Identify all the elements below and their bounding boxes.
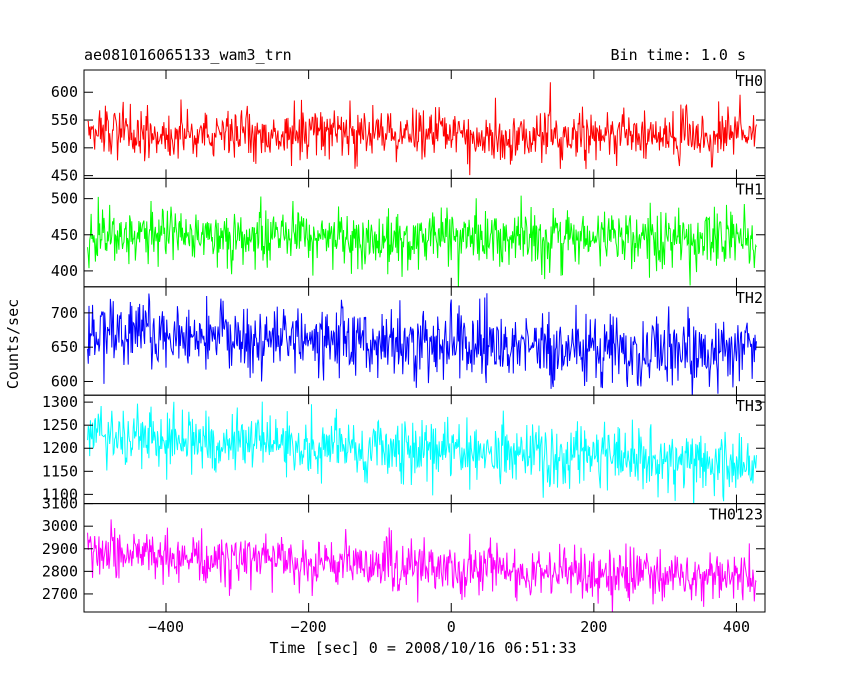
y-tick-label: 450	[51, 226, 78, 244]
x-axis-label: Time [sec] 0 = 2008/10/16 06:51:33	[269, 639, 576, 657]
y-tick-label: 650	[51, 338, 78, 356]
y-tick-label: 3000	[42, 517, 78, 535]
bin-time-label: Bin time: 1.0 s	[611, 46, 746, 64]
y-tick-label: 1250	[42, 416, 78, 434]
panel-frame-th0	[83, 69, 766, 179]
y-tick-label: 2900	[42, 540, 78, 558]
y-tick-label: 450	[51, 167, 78, 185]
series-line-th0	[87, 82, 757, 176]
y-tick-label: 500	[51, 190, 78, 208]
y-axis-label: Counts/sec	[4, 299, 22, 389]
x-tick-label: 400	[723, 618, 750, 636]
y-tick-label: 700	[51, 304, 78, 322]
y-tick-label: 1300	[42, 393, 78, 411]
panel-frame-th0123	[83, 503, 766, 613]
x-tick-label: 0	[447, 618, 456, 636]
panel-label-th1: TH1	[736, 180, 763, 198]
y-tick-label: 600	[51, 372, 78, 390]
panels-group: 450 500 550 600 TH0 400 450 500 TH1 600 650 700 TH2 1…	[42, 69, 766, 636]
y-tick-label: 2800	[42, 562, 78, 580]
y-tick-label: 600	[51, 83, 78, 101]
y-tick-label: 2700	[42, 585, 78, 603]
x-tick-label: −400	[148, 618, 184, 636]
y-tick-label: 1100	[42, 485, 78, 503]
chart-title: ae081016065133_wam3_trn	[84, 46, 292, 64]
y-tick-label: 1150	[42, 462, 78, 480]
panel-label-th3: TH3	[736, 397, 763, 415]
y-tick-label: 1200	[42, 439, 78, 457]
series-line-th2	[87, 293, 757, 396]
series-line-th0123	[87, 519, 757, 613]
panel-label-th2: TH2	[736, 289, 763, 307]
x-tick-label: 200	[580, 618, 607, 636]
series-line-th3	[87, 401, 757, 504]
y-tick-label: 400	[51, 262, 78, 280]
panel-label-th0: TH0	[736, 72, 763, 90]
x-tick-label: −200	[291, 618, 327, 636]
y-tick-label: 3100	[42, 495, 78, 513]
series-line-th1	[87, 195, 757, 287]
y-tick-label: 550	[51, 111, 78, 129]
panel-label-th0123: TH0123	[709, 506, 763, 524]
y-tick-label: 500	[51, 139, 78, 157]
